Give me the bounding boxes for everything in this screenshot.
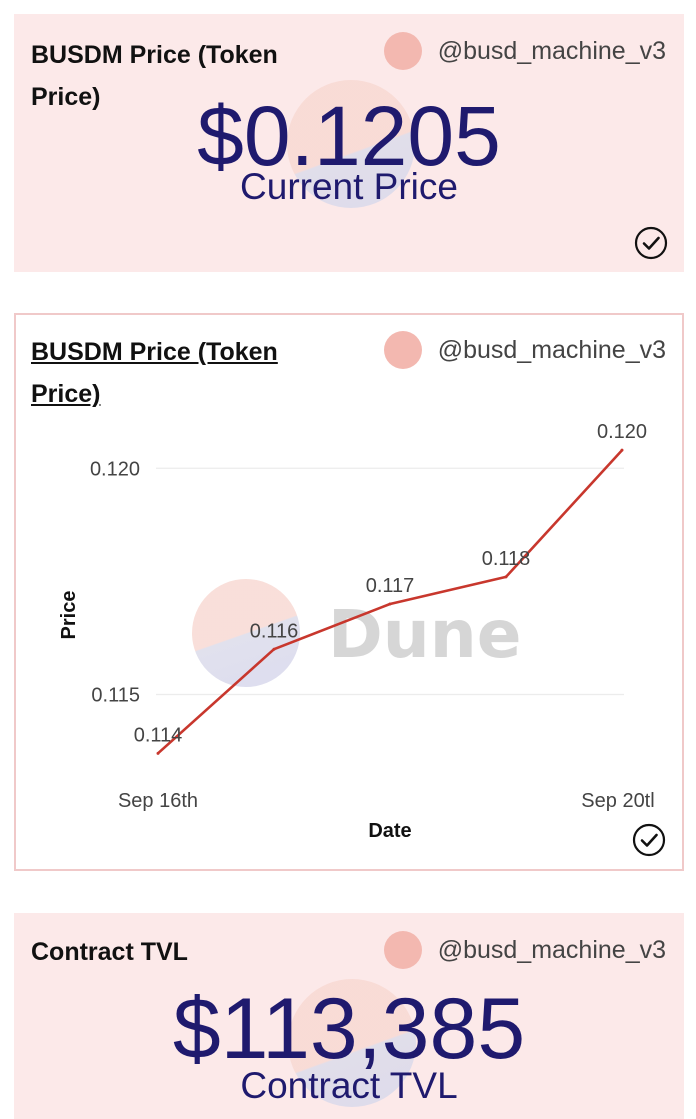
- author-handle[interactable]: @busd_machine_v3: [437, 36, 666, 65]
- card-title[interactable]: Contract TVL: [31, 938, 188, 966]
- check-circle-icon[interactable]: [634, 226, 668, 260]
- card-title[interactable]: BUSDM Price (Token Price): [31, 41, 278, 111]
- chart-card-price: BUSDM Price (Token Price) @busd_machine_…: [14, 313, 684, 871]
- avatar: [383, 931, 422, 969]
- y-tick-label: 0.115: [91, 685, 140, 707]
- data-label: 0.117: [366, 575, 415, 597]
- counter-label: Current Price: [240, 166, 458, 207]
- data-point[interactable]: [272, 647, 276, 651]
- author-badge[interactable]: @busd_machine_v3: [383, 331, 666, 369]
- avatar: [383, 331, 422, 369]
- x-tick-label: Sep 20tl: [581, 790, 654, 812]
- check-circle-icon[interactable]: [632, 823, 666, 857]
- data-label: 0.116: [250, 620, 299, 642]
- avatar: [383, 32, 422, 70]
- data-point[interactable]: [504, 575, 508, 579]
- data-label: 0.114: [134, 724, 183, 746]
- data-point[interactable]: [620, 448, 624, 452]
- counter-value: $113,385: [172, 981, 526, 1077]
- dune-logo-watermark: [192, 579, 300, 687]
- x-axis-label: Date: [368, 820, 411, 842]
- data-point[interactable]: [388, 602, 392, 606]
- data-label: 0.120: [597, 421, 647, 443]
- dune-watermark-text: Dune: [328, 596, 522, 673]
- counter-label: Contract TVL: [240, 1065, 458, 1106]
- y-tick-label: 0.120: [90, 458, 140, 480]
- counter-value: $0.1205: [197, 89, 501, 183]
- data-label: 0.118: [482, 548, 531, 570]
- y-axis-label: Price: [58, 591, 80, 640]
- author-handle[interactable]: @busd_machine_v3: [437, 335, 666, 364]
- author-badge[interactable]: @busd_machine_v3: [383, 931, 666, 969]
- dune-logo-watermark: [287, 80, 415, 208]
- author-badge[interactable]: @busd_machine_v3: [383, 32, 666, 70]
- counter-card-price: BUSDM Price (Token Price) @busd_machine_…: [14, 14, 684, 272]
- author-handle[interactable]: @busd_machine_v3: [437, 935, 666, 964]
- counter-card-tvl: Contract TVL @busd_machine_v3 $113,385 C…: [14, 913, 684, 1119]
- chart-title-link[interactable]: BUSDM Price (Token Price): [31, 338, 278, 408]
- x-tick-label: Sep 16th: [118, 790, 198, 812]
- data-point[interactable]: [156, 751, 160, 755]
- dune-logo-watermark: [288, 979, 416, 1107]
- price-line-chart: Dune 0.115 0.120 Sep 16th Sep 20tl 0.114 0.1…: [58, 421, 655, 842]
